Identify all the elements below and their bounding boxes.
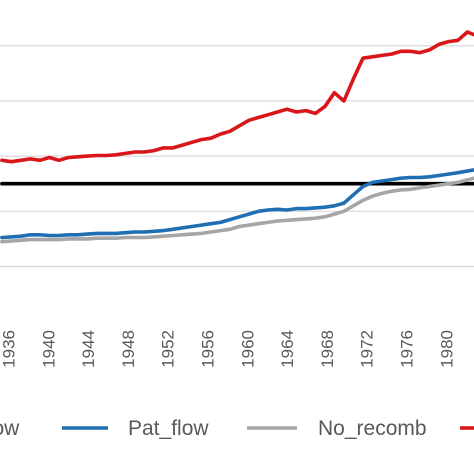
series-lines bbox=[0, 30, 474, 244]
legend: flow Pat_flow No_recomb bbox=[0, 417, 474, 440]
x-tick-label: 1972 bbox=[358, 330, 377, 368]
x-tick-label: 1952 bbox=[159, 330, 178, 368]
legend-label-flow: flow bbox=[0, 417, 20, 440]
series-line-pat-flow bbox=[0, 168, 474, 240]
series-line-recomb bbox=[0, 30, 474, 164]
x-axis-tick-labels: 1936 1940 1944 1948 1952 1956 1960 1964 1968 1972… bbox=[0, 330, 456, 368]
x-tick-label: 1976 bbox=[397, 330, 416, 368]
x-tick-label: 1964 bbox=[278, 330, 297, 368]
x-tick-label: 1948 bbox=[119, 330, 138, 368]
series-line-no-recomb bbox=[0, 176, 474, 244]
legend-label-pat-flow: Pat_flow bbox=[128, 417, 209, 440]
x-tick-label: 1960 bbox=[238, 330, 257, 368]
x-tick-label: 1944 bbox=[79, 330, 98, 368]
x-tick-label: 1968 bbox=[318, 330, 337, 368]
x-tick-label: 1980 bbox=[437, 330, 456, 368]
x-tick-label: 1940 bbox=[39, 330, 58, 368]
legend-label-no-recomb: No_recomb bbox=[318, 417, 427, 440]
x-tick-label: 1936 bbox=[0, 330, 18, 368]
x-tick-label: 1956 bbox=[198, 330, 217, 368]
